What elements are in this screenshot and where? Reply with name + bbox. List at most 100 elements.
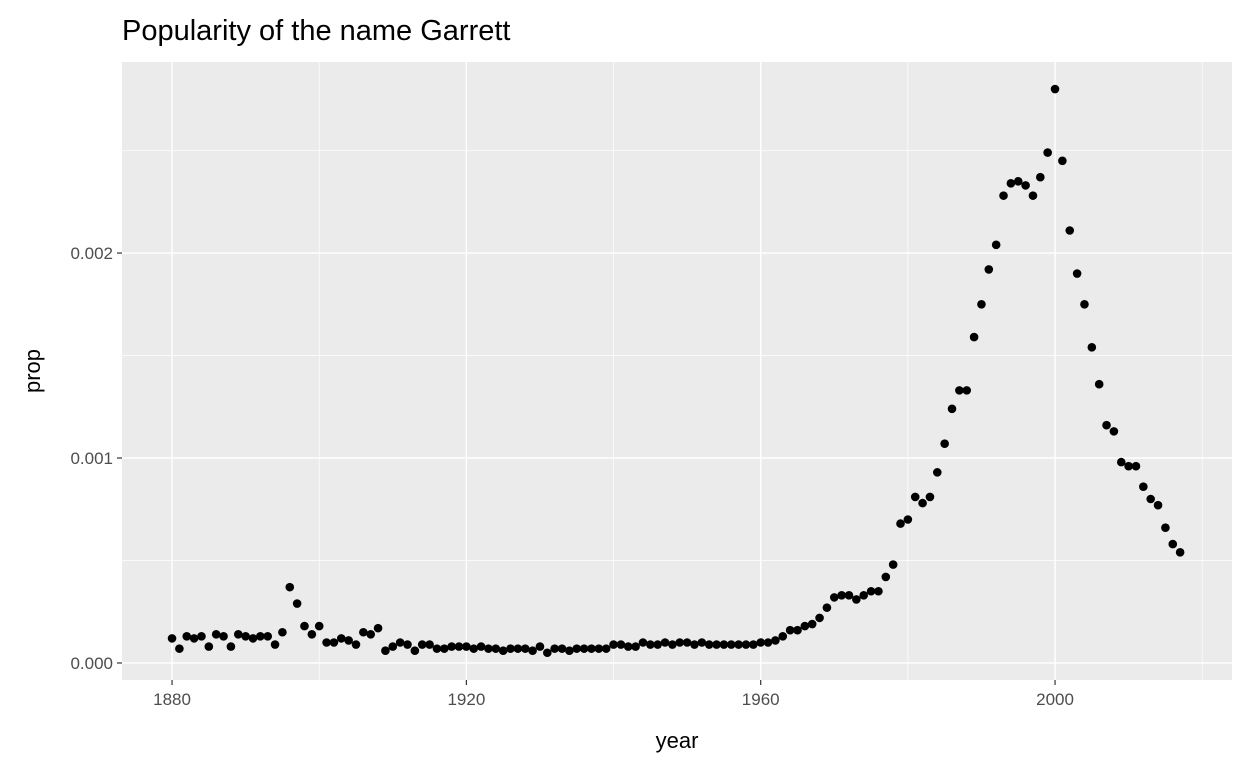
point — [381, 646, 390, 655]
point — [682, 638, 692, 647]
point — [609, 640, 618, 649]
point — [999, 191, 1008, 200]
point — [631, 642, 640, 651]
point — [918, 498, 927, 508]
y-axis-label: prop — [20, 349, 45, 393]
point — [822, 603, 832, 612]
point — [211, 629, 221, 639]
point — [373, 623, 383, 633]
point — [1087, 343, 1097, 352]
point — [660, 638, 670, 647]
point — [300, 621, 309, 631]
point — [506, 644, 515, 653]
points — [167, 84, 1185, 658]
point — [778, 632, 788, 641]
point — [314, 621, 324, 631]
point — [336, 634, 346, 643]
point — [498, 646, 508, 655]
point — [256, 632, 265, 641]
point — [925, 492, 935, 502]
point — [749, 640, 758, 649]
point — [1043, 148, 1052, 157]
point — [410, 646, 420, 655]
point — [1116, 457, 1126, 467]
point — [204, 642, 214, 651]
point — [1175, 548, 1185, 557]
point — [675, 638, 685, 647]
grid — [122, 62, 1232, 680]
point — [1050, 84, 1060, 94]
point — [785, 625, 795, 635]
x-tick-label: 2000 — [1036, 690, 1074, 709]
point — [270, 640, 280, 649]
point — [1139, 482, 1148, 492]
y-tick-label: 0.000 — [70, 654, 113, 673]
point — [1168, 539, 1178, 549]
point — [837, 591, 846, 600]
point — [763, 638, 773, 647]
point — [1131, 461, 1141, 471]
y-tick-label: 0.002 — [70, 244, 113, 263]
point — [579, 644, 589, 653]
point — [528, 646, 537, 655]
point — [550, 644, 559, 653]
point — [587, 644, 596, 653]
point — [233, 629, 243, 639]
point — [866, 586, 876, 596]
point — [1153, 500, 1163, 510]
point — [807, 619, 817, 629]
panel — [122, 62, 1232, 680]
point — [874, 586, 883, 596]
point — [977, 299, 986, 309]
point — [197, 632, 206, 641]
point — [829, 593, 839, 602]
point — [278, 627, 287, 637]
point — [896, 519, 905, 528]
y-tick-label: 0.001 — [70, 449, 113, 468]
point — [425, 640, 434, 649]
point — [241, 632, 250, 641]
x-tick-label: 1920 — [447, 690, 485, 709]
point — [653, 640, 662, 649]
x-axis-label: year — [656, 728, 699, 753]
point — [388, 642, 398, 651]
point — [403, 640, 412, 649]
point — [601, 644, 611, 653]
point — [859, 591, 869, 600]
point — [940, 439, 949, 448]
point — [543, 648, 552, 658]
point — [167, 634, 177, 643]
point — [432, 644, 442, 653]
point — [881, 572, 891, 582]
point — [359, 627, 368, 637]
point — [307, 629, 317, 639]
point — [263, 632, 272, 641]
point — [366, 629, 376, 639]
point — [955, 386, 964, 395]
point — [1021, 181, 1030, 190]
point — [1094, 379, 1104, 389]
point — [513, 644, 523, 653]
point — [984, 265, 994, 274]
point — [292, 599, 302, 608]
point — [991, 240, 1001, 250]
point — [1124, 461, 1133, 471]
point — [329, 638, 339, 647]
point — [248, 634, 258, 643]
point — [726, 640, 736, 649]
point — [175, 644, 184, 653]
point — [1028, 191, 1038, 200]
point — [771, 636, 780, 645]
point — [1013, 176, 1023, 186]
point — [322, 638, 331, 647]
point — [962, 386, 972, 395]
point — [969, 332, 979, 342]
point — [1058, 156, 1067, 166]
point — [182, 632, 192, 641]
point — [351, 640, 361, 649]
point — [719, 640, 729, 649]
point — [844, 591, 854, 600]
point — [226, 642, 236, 651]
point — [454, 642, 464, 651]
